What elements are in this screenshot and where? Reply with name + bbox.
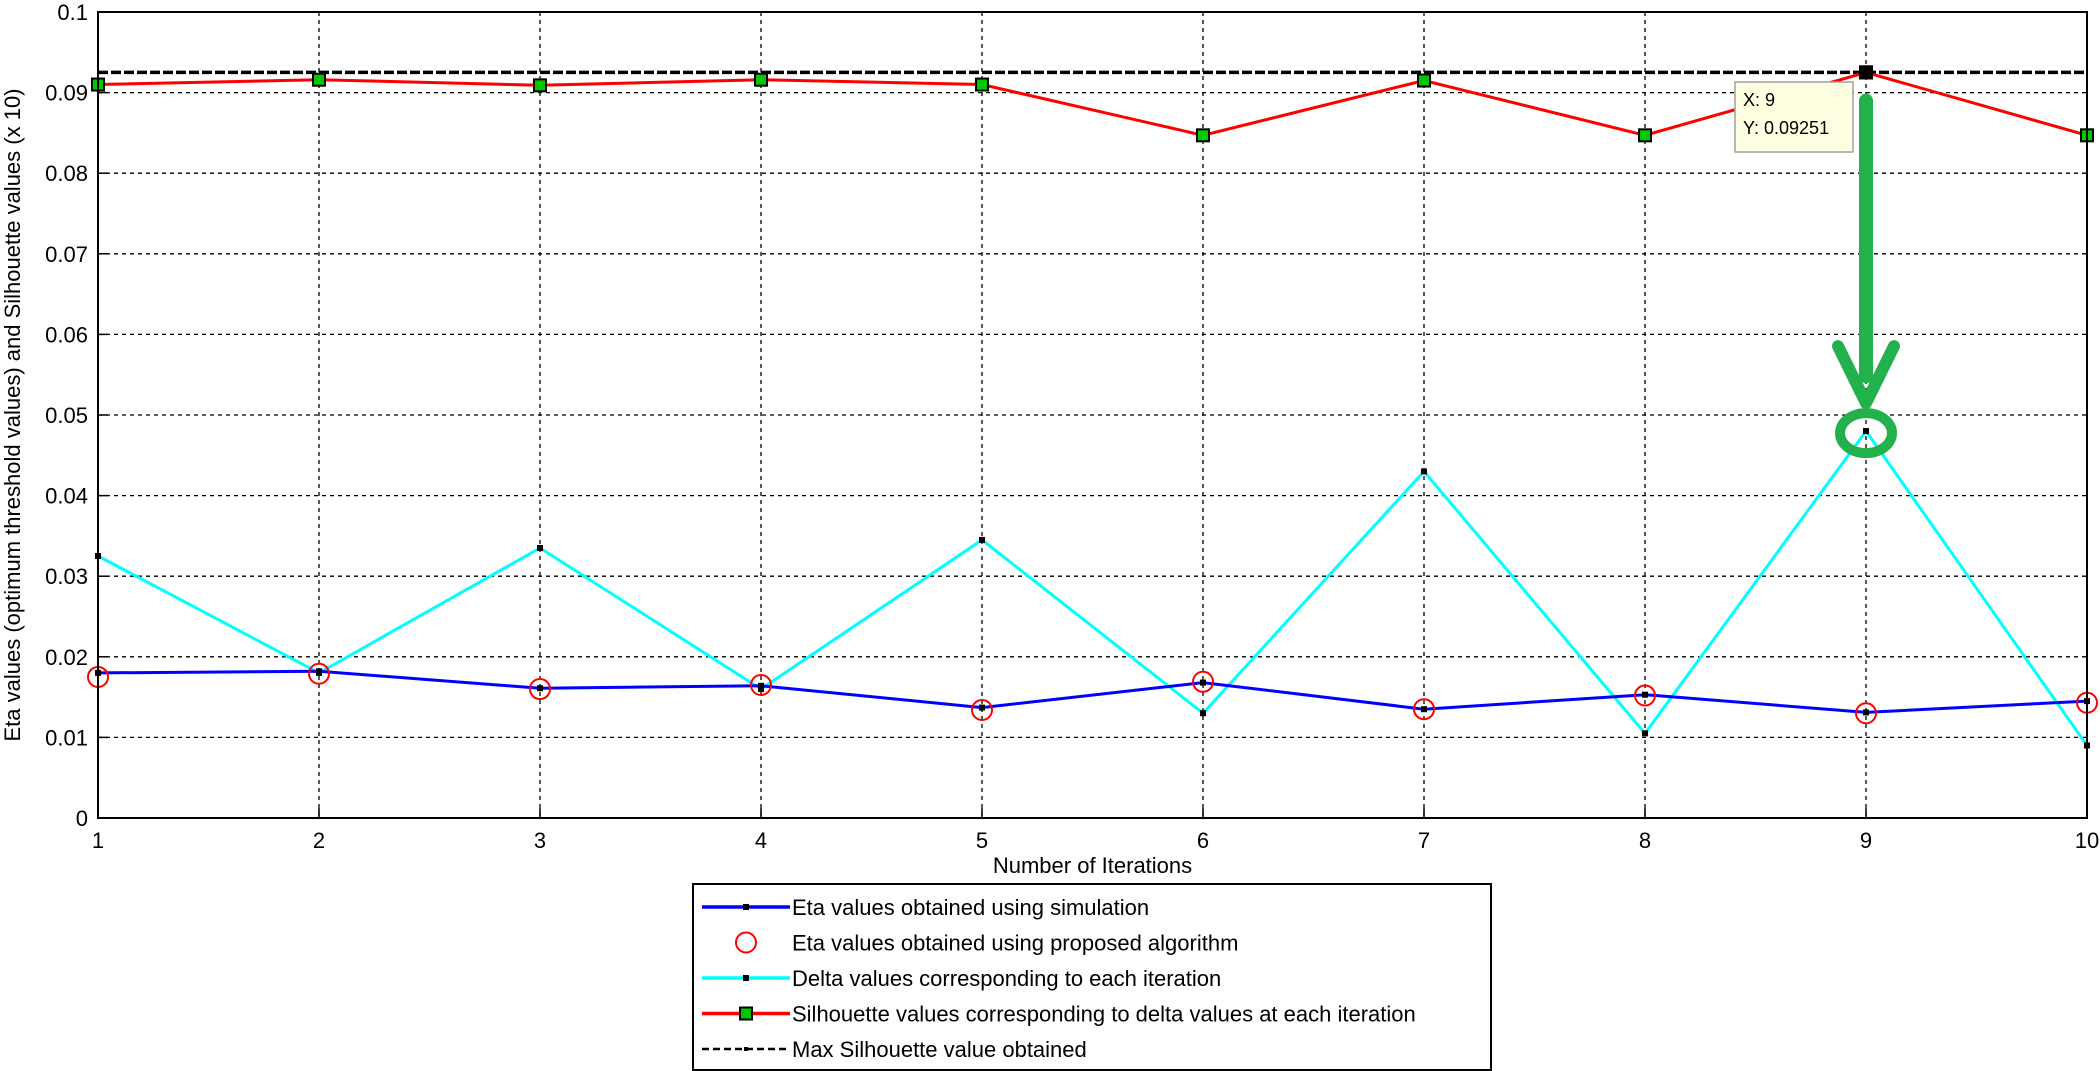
datatip-x-text: X: 9 [1743, 90, 1775, 110]
legend-box [692, 883, 1492, 1071]
legend-label: Eta values obtained using simulation [792, 895, 1149, 920]
legend-item: Eta values obtained using simulation [702, 895, 1149, 920]
data-point [1413, 698, 1435, 721]
y-tick-label: 0 [76, 806, 88, 831]
y-tick-label: 0.02 [45, 645, 88, 670]
x-tick-label: 2 [313, 828, 325, 853]
x-axis-label: Number of Iterations [993, 853, 1192, 878]
data-point [1855, 702, 1877, 725]
data-point [750, 674, 772, 697]
annotation-highlight-circle [1835, 408, 1897, 459]
data-point [529, 678, 551, 701]
data-point [533, 78, 547, 93]
x-tick-label: 4 [755, 828, 767, 853]
x-tick-label: 6 [1197, 828, 1209, 853]
data-point [1200, 710, 1206, 717]
x-tick-label: 7 [1418, 828, 1430, 853]
y-tick-label: 0.1 [57, 0, 88, 25]
annotation-layer: X: 9 Y: 0.09251 [1734, 65, 1900, 459]
y-axis-label: Eta values (optimum threshold values) an… [0, 88, 25, 741]
tick-labels: 1 2 3 4 5 6 7 8 9 10 0 0.01 0.02 0.03 0.04 0.05 0.06 0.07… [45, 0, 2099, 853]
legend-marker [744, 1047, 748, 1051]
series-line [97, 428, 2089, 747]
legend-label: Eta values obtained using proposed algor… [792, 931, 1238, 956]
legend-label: Delta values corresponding to each itera… [792, 966, 1221, 991]
legend-label: Max Silhouette value obtained [792, 1037, 1087, 1062]
legend-item: Max Silhouette value obtained [702, 1037, 1087, 1062]
data-point [1638, 128, 1652, 143]
datatip-box [1734, 81, 1854, 153]
data-point [979, 704, 985, 711]
x-tick-label: 5 [976, 828, 988, 853]
y-tick-label: 0.05 [45, 403, 88, 428]
x-tick-label: 3 [534, 828, 546, 853]
data-point [1421, 706, 1427, 713]
data-point [1863, 709, 1869, 716]
y-tick-label: 0.04 [45, 484, 88, 509]
x-tick-label: 8 [1639, 828, 1651, 853]
legend: Eta values obtained using simulation Eta … [692, 883, 1492, 1071]
data-point [975, 77, 989, 92]
data-point [308, 662, 330, 685]
series-line [97, 669, 2088, 714]
data-point [1634, 684, 1656, 707]
data-point [758, 686, 764, 693]
legend-marker [743, 904, 749, 910]
annotation-arrow-head [1832, 340, 1900, 410]
y-tick-label: 0.06 [45, 322, 88, 347]
data-point [1642, 730, 1648, 737]
data-point [758, 682, 764, 689]
data-point [979, 536, 985, 543]
legend-marker [743, 975, 749, 981]
x-tick-label: 9 [1860, 828, 1872, 853]
y-tick-label: 0.07 [45, 242, 88, 267]
data-point [537, 685, 543, 692]
data-point [316, 668, 322, 675]
legend-item: Delta values corresponding to each itera… [702, 966, 1221, 991]
legend-item: Eta values obtained using proposed algor… [735, 931, 1238, 956]
legend-marker [735, 931, 757, 954]
y-tick-label: 0.01 [45, 725, 88, 750]
legend-marker [739, 1006, 753, 1021]
x-tick-label: 1 [92, 828, 104, 853]
y-tick-label: 0.09 [45, 81, 88, 106]
data-point [1196, 128, 1210, 143]
data-point [754, 72, 768, 87]
data-point [1863, 428, 1869, 435]
data-point [1417, 73, 1431, 88]
datatip-marker [1859, 65, 1873, 80]
legend-label: Silhouette values corresponding to delta… [792, 1002, 1416, 1027]
data-point [1192, 670, 1214, 693]
datatip-y-text: Y: 0.09251 [1743, 118, 1829, 138]
x-tick-label: 10 [2075, 828, 2099, 853]
data-point [537, 544, 543, 551]
data-point [312, 72, 326, 87]
data-point [1200, 679, 1206, 686]
data-point [1421, 468, 1427, 475]
legend-item: Silhouette values corresponding to delta… [702, 1002, 1416, 1027]
data-point [1642, 691, 1648, 698]
data-point [971, 698, 993, 721]
y-tick-label: 0.03 [45, 564, 88, 589]
y-tick-label: 0.08 [45, 161, 88, 186]
